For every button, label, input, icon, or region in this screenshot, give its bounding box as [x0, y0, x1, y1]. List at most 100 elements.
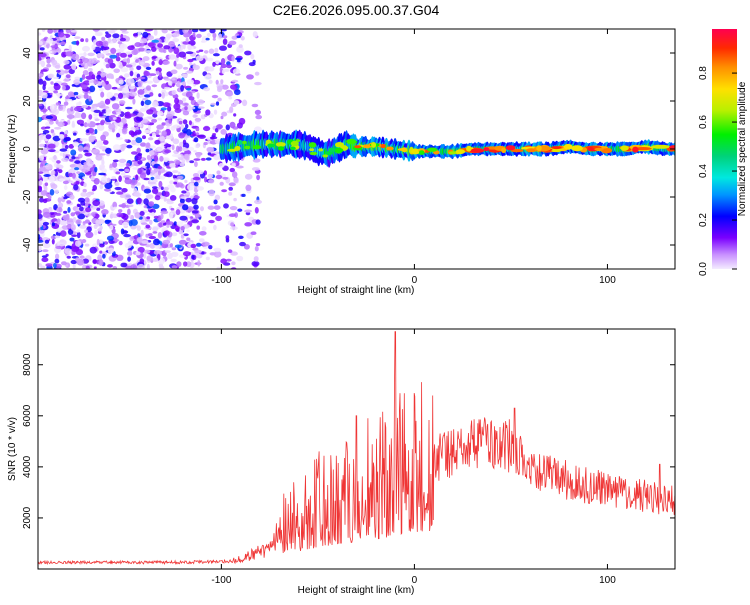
spectrogram-noise-cell: [208, 219, 215, 224]
spectrogram-noise-cell: [142, 135, 146, 140]
spectrogram-noise-cell: [153, 29, 158, 36]
spectrogram-noise-cell: [169, 212, 173, 219]
colorbar-tick-label: 0.4: [698, 164, 709, 178]
spectrogram-noise-cell: [164, 250, 171, 254]
spectrogram-noise-cell: [151, 84, 158, 88]
spectrogram-noise-cell: [137, 30, 141, 37]
spectrogram-noise-cell: [137, 89, 145, 95]
spectrogram-noise-cell: [79, 206, 84, 212]
spectrogram-noise-cell: [194, 117, 202, 122]
spectrogram-noise-cell: [74, 36, 81, 39]
spectrogram-noise-cell: [145, 224, 151, 229]
spectrogram-noise-cell: [75, 219, 82, 225]
spectrogram-noise-cell: [91, 44, 96, 51]
spectrogram-noise-cell: [101, 168, 107, 174]
spectrogram-noise-cell: [91, 57, 98, 64]
spectrogram-noise-cell: [236, 165, 244, 169]
spectrogram-noise-cell: [201, 157, 206, 161]
colorbar-tick-label: 0.8: [698, 66, 709, 80]
spectrogram-noise-cell: [53, 262, 57, 269]
spectrogram-noise-cell: [168, 41, 176, 48]
spectrogram-noise-cell: [112, 33, 120, 39]
spectrogram-noise-cell: [149, 208, 156, 214]
spectrogram-noise-cell: [176, 221, 184, 227]
spectrogram-noise-cell: [46, 58, 51, 64]
spectrogram-noise-cell: [231, 162, 236, 166]
spectrogram-noise-cell: [137, 160, 143, 165]
spectrogram-noise-cell: [53, 83, 61, 91]
spectrogram-noise-cell: [62, 180, 69, 185]
spectrogram-noise-cell: [151, 60, 155, 66]
spectrogram-noise-cell: [137, 124, 143, 128]
spectrogram-noise-cell: [38, 73, 44, 78]
spectrogram-noise-cell: [175, 209, 181, 216]
spectrogram-noise-cell: [100, 119, 106, 125]
spectrogram-noise-cell: [133, 192, 142, 198]
spectrogram-noise-cell: [66, 200, 72, 204]
spectrogram-noise-cell: [122, 125, 128, 129]
spectrogram-noise-cell: [107, 264, 113, 268]
spectrogram-noise-cell: [101, 81, 106, 87]
spectrogram-noise-cell: [173, 221, 177, 226]
spectrogram-noise-cell: [75, 240, 82, 247]
spectrogram-noise-cell: [221, 84, 229, 90]
spectrogram-noise-cell: [225, 258, 232, 262]
spectrogram-noise-cell: [229, 206, 238, 211]
spectrogram-noise-cell: [236, 35, 241, 39]
spectrogram-noise-cell: [38, 239, 44, 243]
spectrogram-noise-cell: [195, 213, 202, 218]
spectrogram-noise-cell: [163, 143, 172, 148]
spectrogram-noise-cell: [146, 168, 151, 176]
spectrogram-noise-cell: [120, 29, 128, 32]
spectrogram-noise-cell: [218, 33, 222, 39]
spectrogram-noise-cell: [65, 29, 71, 34]
spectrogram-signal-peak: [386, 146, 394, 151]
spectrogram-noise-cell: [38, 61, 42, 65]
spectrogram-noise-cell: [175, 227, 180, 232]
spectrogram-noise-cell: [59, 220, 68, 226]
spectrogram-noise-cell: [254, 109, 261, 115]
spectrogram-noise-cell: [149, 150, 155, 156]
spectrogram-noise-cell: [64, 248, 72, 255]
spectrogram-noise-cell: [99, 250, 103, 254]
spectrogram-noise-cell: [68, 44, 72, 52]
spectrogram-noise-cell: [163, 173, 170, 177]
spectrogram-noise-cell: [194, 249, 203, 254]
spectrogram-noise-cell: [130, 88, 135, 93]
spectrogram-noise-cell: [148, 235, 156, 240]
spectrogram-noise-cell: [49, 189, 55, 196]
spectrogram-signal-peak: [505, 145, 516, 151]
spectrogram-noise-cell: [90, 175, 95, 181]
spectrogram-noise-cell: [96, 140, 104, 147]
spectrogram-noise-cell: [120, 43, 128, 50]
spectrogram-x-tick-label: 100: [599, 275, 616, 286]
spectrogram-noise-cell: [145, 194, 154, 200]
spectrogram-noise-cell: [129, 91, 138, 97]
spectrogram-noise-cell: [216, 170, 221, 175]
spectrogram-noise-cell: [148, 137, 154, 141]
spectrogram-noise-cell: [196, 225, 200, 230]
spectrogram-noise-cell: [128, 204, 134, 208]
colorbar-tick-label: 0.2: [698, 213, 709, 227]
spectrogram-noise-cell: [50, 129, 55, 134]
spectrogram-noise-cell: [125, 111, 131, 118]
spectrogram-noise-cell: [71, 234, 78, 237]
spectrogram-noise-cell: [180, 196, 188, 200]
snr-frame: [37, 328, 676, 570]
spectrogram-noise-cell: [112, 266, 118, 269]
spectrogram-noise-cell: [83, 149, 89, 153]
spectrogram-noise-cell: [166, 200, 174, 205]
spectrogram-noise-cell: [170, 207, 175, 211]
spectrogram-noise-cell: [186, 206, 194, 212]
spectrogram-noise-cell: [215, 215, 223, 222]
spectrogram-noise-cell: [204, 74, 212, 80]
spectrogram-noise-cell: [112, 159, 119, 163]
spectrogram-noise-cell: [50, 81, 54, 85]
spectrogram-noise-cell: [152, 257, 159, 262]
spectrogram-noise-cell: [113, 68, 120, 74]
spectrogram-noise-cell: [57, 202, 64, 209]
spectrogram-noise-cell: [110, 47, 117, 55]
spectrogram-noise-cell: [40, 126, 47, 130]
spectrogram-noise-cell: [76, 40, 80, 46]
spectrogram-noise-cell: [159, 71, 162, 78]
